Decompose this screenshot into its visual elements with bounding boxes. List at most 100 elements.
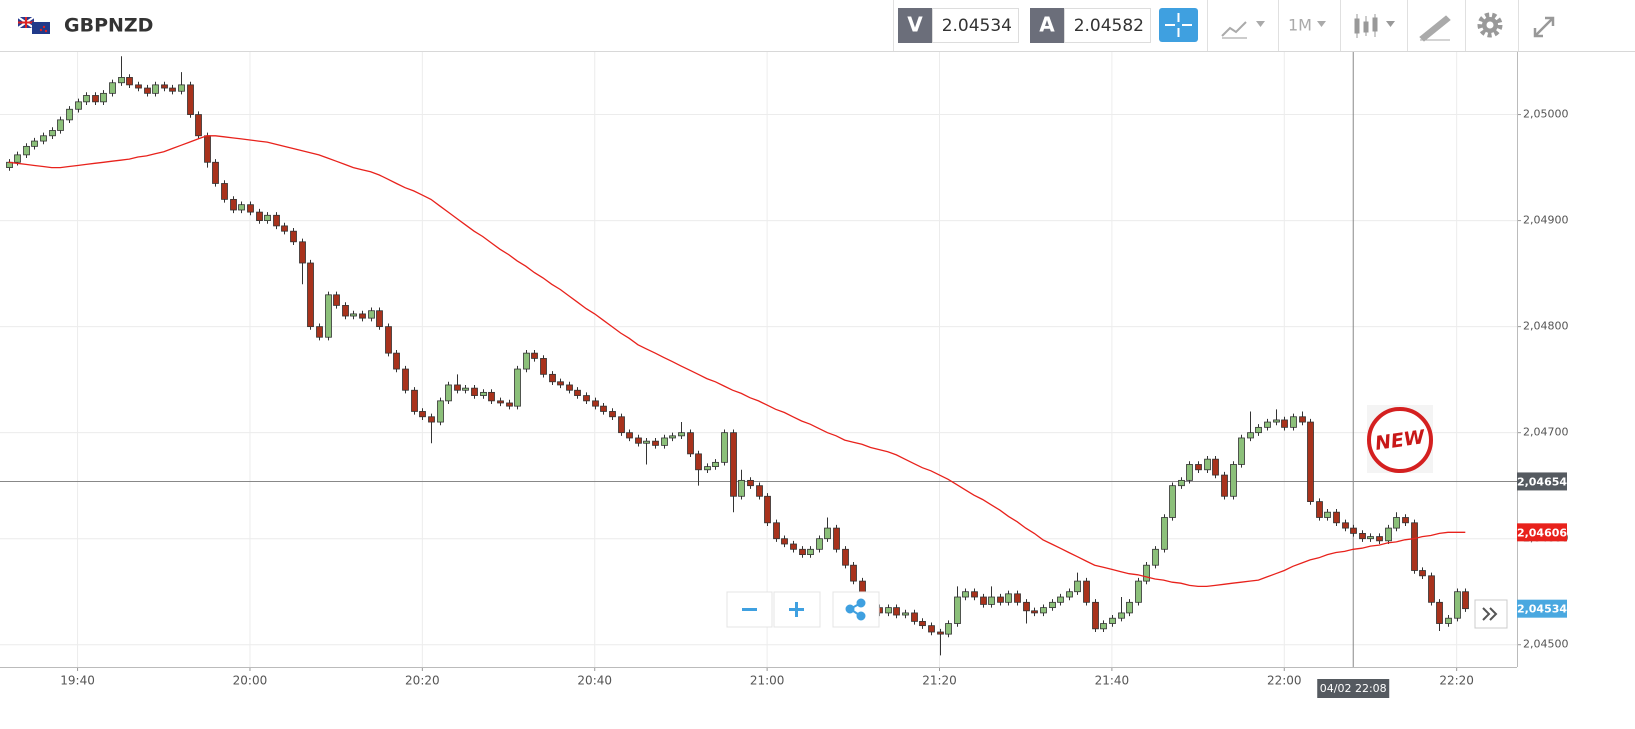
candle-body — [816, 538, 823, 550]
candle-body — [1023, 601, 1030, 612]
candle-body — [738, 479, 745, 497]
candle-body — [1299, 416, 1306, 423]
candle-body — [971, 591, 978, 598]
crosshair-button[interactable] — [1159, 8, 1198, 42]
candle-body — [161, 84, 168, 89]
scroll-right-button[interactable] — [1474, 599, 1508, 629]
x-tick-label: 20:00 — [233, 674, 268, 688]
candle-body — [1040, 607, 1047, 614]
candle-body — [1419, 570, 1426, 577]
x-tick-label: 20:20 — [405, 674, 440, 688]
candle-body — [1385, 527, 1392, 542]
candle-style-button[interactable] — [1354, 14, 1395, 38]
candle-body — [126, 77, 133, 86]
candle-body — [23, 145, 30, 156]
draw-button[interactable] — [1419, 15, 1451, 42]
candle-body — [592, 400, 599, 407]
candle-body — [204, 135, 211, 163]
candle-body — [1100, 623, 1107, 630]
candle-body — [290, 230, 297, 243]
settings-button[interactable] — [1477, 12, 1503, 38]
candle-body — [799, 548, 806, 556]
candle-body — [678, 432, 685, 437]
timeframe-caret — [1317, 21, 1326, 27]
candle-body — [1359, 532, 1366, 540]
ask-button[interactable] — [1030, 8, 1064, 43]
candle-body — [144, 87, 151, 94]
candle-body — [721, 432, 728, 463]
candle-body — [506, 402, 513, 407]
price-tag-background — [1517, 523, 1567, 542]
y-tick-label: 2,04700 — [1523, 426, 1569, 439]
candle-body — [350, 313, 357, 317]
plot-area: 2,045002,046002,047002,048002,049002,050… — [0, 52, 1569, 698]
candle-body — [643, 440, 650, 444]
candle-body — [256, 211, 263, 221]
candle-body — [1316, 501, 1323, 518]
crosshair-price-tag-background — [1517, 472, 1567, 491]
candle-body — [781, 538, 788, 545]
candle-body — [238, 204, 245, 211]
candle-body — [109, 82, 116, 94]
candle-body — [376, 310, 383, 328]
candle-body — [833, 527, 840, 550]
candle-body — [342, 305, 349, 317]
candle-body — [480, 391, 487, 396]
price-tag: 2,04534 — [1517, 603, 1567, 616]
candle-body — [1333, 511, 1340, 524]
candle-body — [1462, 591, 1469, 610]
price-tag-background — [1517, 599, 1567, 618]
candle-body — [824, 527, 831, 540]
candle-body — [368, 310, 375, 319]
candle-body — [1247, 432, 1254, 439]
bid-label: V — [907, 13, 923, 37]
candle-body — [1264, 421, 1271, 428]
candle-body — [514, 368, 521, 407]
candle-body — [997, 596, 1004, 603]
candle-body — [75, 101, 82, 110]
timeframe[interactable]: 1M — [1288, 16, 1312, 35]
x-tick-label: 20:40 — [577, 674, 612, 688]
candle-body — [1161, 517, 1168, 550]
candle-body — [1428, 575, 1435, 603]
candle-body — [385, 326, 392, 354]
candle-body — [1307, 421, 1314, 502]
bid-price: 2.04534 — [942, 16, 1012, 36]
candle-body — [1083, 580, 1090, 603]
bid-button[interactable] — [898, 8, 932, 43]
candle-body — [299, 241, 306, 264]
candle-body — [540, 358, 547, 375]
candle-body — [57, 119, 64, 131]
candle-body — [687, 432, 694, 455]
chart-type-button[interactable] — [1221, 21, 1265, 39]
candle-body — [1186, 464, 1193, 481]
candle-body — [1230, 464, 1237, 497]
candle-body — [1092, 601, 1099, 630]
candle-body — [428, 416, 435, 423]
bid-box — [932, 8, 1019, 43]
candle-body — [419, 411, 426, 418]
share-button[interactable] — [832, 591, 880, 628]
candle-body — [488, 391, 495, 402]
candle-body — [911, 612, 918, 622]
candle-body — [566, 384, 573, 391]
candle-body — [850, 564, 857, 582]
candle-body — [730, 432, 737, 497]
candle-body — [497, 400, 504, 404]
candle-body — [523, 352, 530, 370]
candle-body — [807, 548, 814, 556]
candle-body — [1135, 580, 1142, 603]
candle-body — [790, 543, 797, 550]
candle-body — [1221, 474, 1228, 497]
fullscreen-button[interactable] — [1533, 16, 1555, 38]
candle-body — [221, 183, 228, 200]
candle-body — [1031, 610, 1038, 614]
new-badge[interactable]: NEW — [1367, 405, 1433, 473]
candle-body — [704, 466, 711, 471]
candle-body — [574, 389, 581, 396]
candle-body — [1445, 617, 1452, 624]
candle-body — [1324, 511, 1331, 518]
candle-body — [1195, 464, 1202, 471]
ask-label: A — [1039, 13, 1055, 37]
candle-body — [100, 92, 107, 103]
